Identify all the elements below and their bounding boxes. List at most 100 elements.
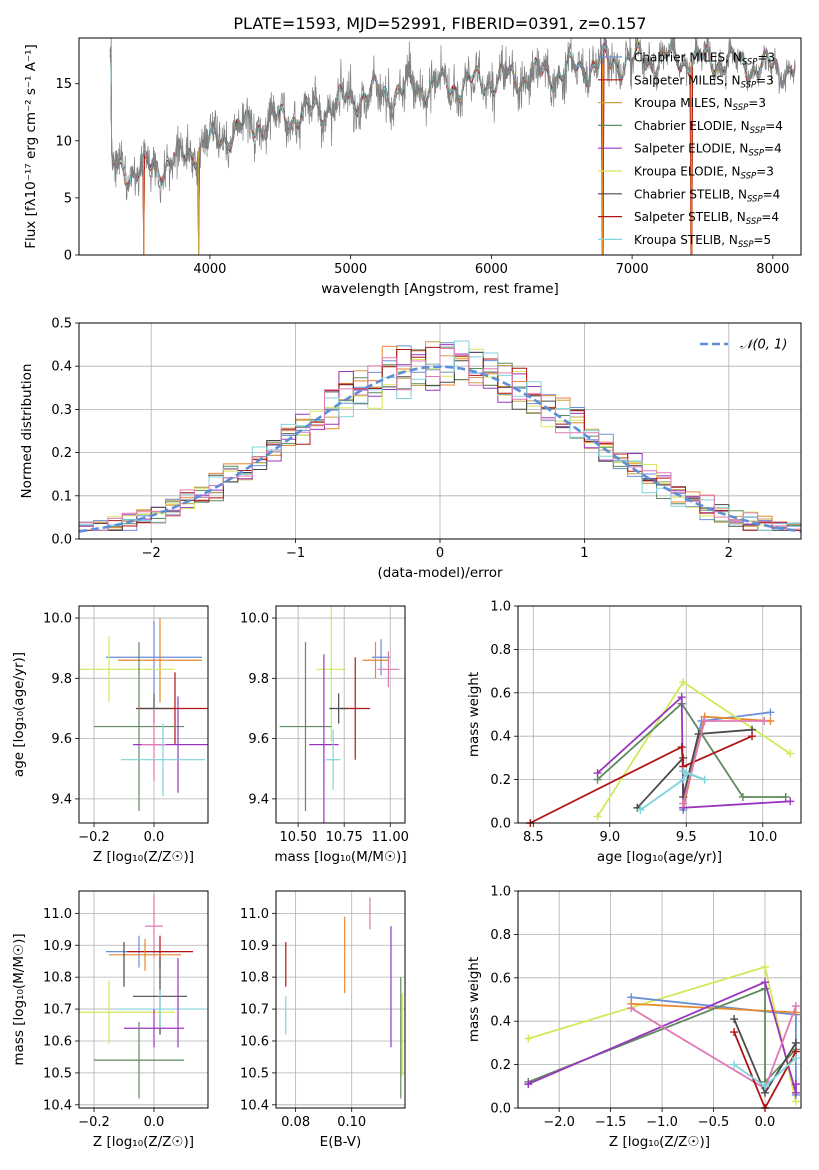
x-axis-label: E(B-V) xyxy=(320,1134,362,1150)
y-tick-label: 10.8 xyxy=(240,971,269,986)
figure-title: PLATE=1593, MJD=52991, FIBERID=0391, z=0… xyxy=(233,14,646,33)
y-tick-label: 15 xyxy=(55,77,72,92)
weight-point-marker xyxy=(730,1060,739,1069)
legend-suffix: =3 xyxy=(748,96,766,110)
plot-frame xyxy=(78,890,209,1109)
legend-entry: Salpeter MILES, NSSP=3 xyxy=(634,73,774,90)
weight-point-marker xyxy=(791,1088,800,1097)
y-tick-label: 0.3 xyxy=(51,403,72,418)
weight-point-marker xyxy=(791,1054,800,1063)
weight-point-marker xyxy=(524,1034,533,1043)
weight-point-marker xyxy=(593,769,602,778)
weight-point-marker xyxy=(791,1080,800,1089)
observed-spectrum-line xyxy=(109,38,796,203)
y-tick-label: 1.0 xyxy=(490,600,511,615)
y-axis-label: age [log₁₀(age/yr)] xyxy=(11,652,27,777)
errorbars xyxy=(79,618,208,811)
y-axis-label: mass [log₁₀(M/M☉)] xyxy=(11,933,27,1065)
weight-point-marker xyxy=(760,717,769,726)
legend-text: Salpeter MILES, N xyxy=(634,73,741,87)
legend-suffix: =3 xyxy=(756,165,774,179)
weight-point-marker xyxy=(679,775,688,784)
y-tick-label: 0.4 xyxy=(51,360,72,375)
plot-frame xyxy=(78,37,802,256)
legend-suffix: =4 xyxy=(761,210,779,224)
weight-point-marker xyxy=(524,1080,533,1089)
weight-point-marker xyxy=(786,797,795,806)
x-axis-label: Z [log₁₀(Z/Z☉)] xyxy=(609,1134,710,1150)
legend-suffix: =5 xyxy=(754,233,772,247)
y-tick-label: 9.8 xyxy=(51,672,72,687)
x-tick-label: −2.0 xyxy=(543,1115,575,1130)
x-axis-label: wavelength [Angstrom, rest frame] xyxy=(321,281,559,297)
y-tick-label: 10.5 xyxy=(43,1066,72,1081)
y-tick-label: 1.0 xyxy=(490,885,511,900)
y-tick-label: 10.9 xyxy=(43,939,72,954)
y-axis-label: mass weight xyxy=(466,957,482,1042)
weight-point-marker xyxy=(730,1028,739,1037)
legend-text: Salpeter ELODIE, N xyxy=(634,142,748,156)
spectrum-chart: 4000 5000 6000 7000 8000 0 5 10 15 wavelength [An… xyxy=(23,37,802,297)
x-tick-label: 0.0 xyxy=(755,1115,776,1130)
y-tick-label: 0.8 xyxy=(490,928,511,943)
plot-frame xyxy=(275,890,406,1109)
y-tick-label: 5 xyxy=(64,191,72,206)
weight-point-marker xyxy=(781,792,790,801)
y-tick-label: 10.8 xyxy=(43,971,72,986)
legend-subscript: SSP xyxy=(746,217,762,227)
x-tick-label: 0.0 xyxy=(144,830,165,845)
legend-subscript: SSP xyxy=(748,149,764,159)
spectrum-lines xyxy=(109,38,796,255)
legend-text: Chabrier ELODIE, N xyxy=(634,119,750,133)
y-tick-label: 9.4 xyxy=(248,792,269,807)
x-tick-label: 9.5 xyxy=(676,830,697,845)
y-tick-label: 0.2 xyxy=(51,446,72,461)
weight-point-marker xyxy=(791,1038,800,1047)
x-tick-label: 7000 xyxy=(616,262,649,277)
legend-subscript: SSP xyxy=(733,103,749,113)
x-tick-label: 0 xyxy=(436,546,444,561)
x-tick-label: 2 xyxy=(725,546,733,561)
weight-point-marker xyxy=(593,812,602,821)
legend-suffix: =4 xyxy=(763,187,781,201)
legend-subscript: SSP xyxy=(747,194,763,204)
x-tick-label: 1 xyxy=(580,546,588,561)
weight-point-marker xyxy=(700,717,709,726)
y-tick-label: 9.6 xyxy=(51,732,72,747)
legend-subscript: SSP xyxy=(750,126,766,136)
x-axis-label: mass [log₁₀(M/M☉)] xyxy=(274,849,406,865)
legend-entry: Chabrier STELIB, NSSP=4 xyxy=(634,187,780,204)
legend-entry: Salpeter ELODIE, NSSP=4 xyxy=(634,142,782,159)
x-tick-label: −1.5 xyxy=(595,1115,627,1130)
plot-frame xyxy=(275,605,406,824)
x-tick-label: −0.5 xyxy=(698,1115,730,1130)
legend-entry: Chabrier MILES, NSSP=3 xyxy=(634,51,775,68)
legend-text: Kroupa ELODIE, N xyxy=(634,165,741,179)
errorbars xyxy=(79,894,205,1099)
legend-subscript: SSP xyxy=(741,172,757,182)
weight-lines xyxy=(526,677,795,827)
residuals-chart: −2 −1 0 1 2 0.0 0.1 0.2 0.3 0.4 0.5 (data-model)/er… xyxy=(19,317,802,581)
y-tick-label: 11.0 xyxy=(240,907,269,922)
weight-point-marker xyxy=(786,749,795,758)
legend-text: Chabrier STELIB, N xyxy=(634,187,747,201)
x-tick-label: 10.50 xyxy=(280,830,317,845)
legend-subscript: SSP xyxy=(742,58,758,68)
weight-vs-Z-chart: −2.0 −1.5 −1.0 −0.5 0.0 0.0 0.2 0.4 0.6 0.8 1.0 Z [… xyxy=(466,885,802,1150)
x-tick-label: 10.75 xyxy=(326,830,363,845)
y-axis-label: mass weight xyxy=(466,672,482,757)
y-tick-label: 0.1 xyxy=(51,489,72,504)
weight-point-marker xyxy=(677,743,686,752)
x-axis-label: (data-model)/error xyxy=(377,565,503,581)
weight-point-marker xyxy=(791,1002,800,1011)
y-tick-label: 10.7 xyxy=(43,1003,72,1018)
y-axis-label: Flux [fλ10⁻¹⁷ erg cm⁻² s⁻¹ A⁻¹] xyxy=(23,44,39,249)
x-axis-label: Z [log₁₀(Z/Z☉)] xyxy=(93,1134,194,1150)
legend-entry: Kroupa ELODIE, NSSP=3 xyxy=(634,165,774,182)
legend-suffix: =3 xyxy=(756,73,774,87)
x-tick-label: 11.00 xyxy=(372,830,409,845)
normal-curve xyxy=(79,365,801,533)
x-tick-label: 0.10 xyxy=(337,1115,366,1130)
